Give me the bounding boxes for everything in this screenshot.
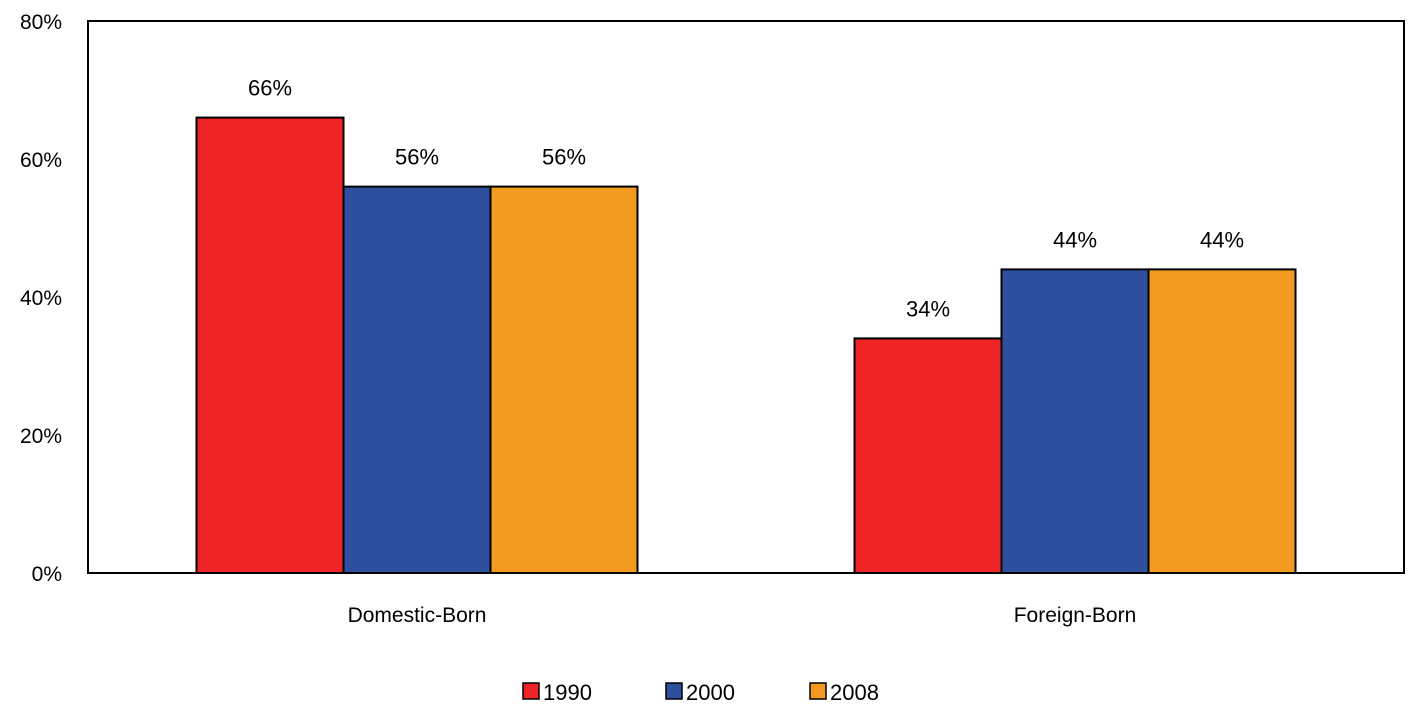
data-label: 56% — [395, 145, 439, 170]
y-tick-label: 60% — [20, 149, 62, 172]
category-label: Foreign-Born — [1014, 604, 1137, 627]
y-tick-label: 40% — [20, 287, 62, 310]
bar-1990-domestic-born — [195, 116, 345, 574]
y-tick-label: 80% — [20, 11, 62, 34]
legend-label: 2008 — [830, 680, 879, 705]
y-tick-label: 20% — [20, 425, 62, 448]
legend-swatch-1990 — [522, 682, 540, 700]
legend: 1990 2000 2008 — [522, 680, 879, 705]
legend-swatch-2008 — [809, 682, 827, 700]
legend-swatch-2000 — [665, 682, 683, 700]
legend-label: 2000 — [686, 680, 735, 705]
bars-group: 66% 56% 56% 34% 44% 44% — [195, 76, 1297, 574]
bar-2000-domestic-born — [342, 185, 492, 574]
legend-label: 1990 — [543, 680, 592, 705]
bar-2008-foreign-born — [1147, 268, 1297, 574]
data-label: 56% — [542, 145, 586, 170]
data-label: 34% — [906, 296, 950, 321]
y-tick-label: 0% — [32, 563, 62, 586]
bar-2000-foreign-born — [1000, 268, 1150, 574]
data-label: 44% — [1053, 227, 1097, 252]
data-label: 66% — [248, 76, 292, 101]
bar-2008-domestic-born — [489, 185, 639, 574]
bar-1990-foreign-born — [853, 337, 1003, 574]
y-axis-ticks: 0% 20% 40% 60% 80% — [20, 11, 62, 586]
data-label: 44% — [1200, 227, 1244, 252]
category-label: Domestic-Born — [348, 604, 487, 627]
x-axis-categories: Domestic-Born Foreign-Born — [348, 604, 1137, 627]
